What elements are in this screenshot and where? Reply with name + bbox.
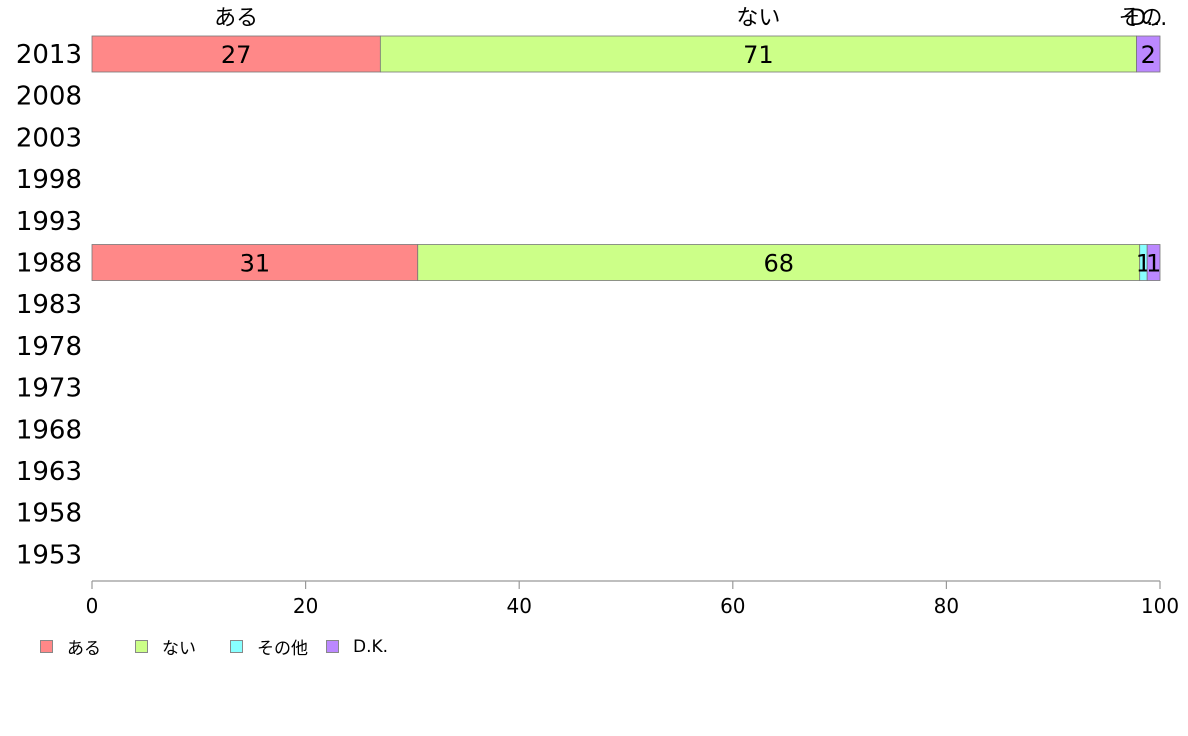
bar-2013-series-1 [379, 35, 1137, 73]
x-tick-label-80: 80 [934, 594, 959, 618]
legend-item-sonota: その他 [230, 634, 308, 659]
bar-value-label-2013-series-1: 71 [743, 41, 774, 69]
legend-label-sonota: その他 [257, 639, 308, 659]
legend-swatch-aru [40, 640, 53, 653]
legend-item-aru: ある [40, 634, 117, 659]
legend-label-dk: D.K. [353, 636, 389, 657]
bar-value-label-1988-series-3: 1 [1146, 250, 1161, 278]
year-label-1968: 1968 [16, 415, 82, 445]
top-label-series-0: ある [214, 6, 258, 31]
year-label-2013: 2013 [16, 40, 82, 70]
top-label-series-2: その [1118, 6, 1162, 31]
legend-swatch-dk [326, 640, 339, 653]
bar-1988-series-3 [1146, 244, 1161, 281]
bar-1988-series-0 [91, 244, 419, 281]
legend-label-nai: ない [162, 639, 196, 659]
top-label-series-1: ない [736, 6, 780, 31]
legend-swatch-sonota [230, 640, 243, 653]
year-label-2003: 2003 [16, 123, 82, 153]
x-tick-label-20: 20 [293, 594, 318, 618]
legend-label-aru: ある [67, 639, 101, 659]
bar-1988-series-1 [417, 244, 1141, 281]
x-tick-label-40: 40 [506, 594, 531, 618]
top-label-series-3: D... [1129, 6, 1167, 31]
year-label-1963: 1963 [16, 457, 82, 487]
bar-value-label-1988-series-0: 31 [240, 250, 271, 278]
year-label-2008: 2008 [16, 82, 82, 112]
year-label-1998: 1998 [16, 165, 82, 195]
year-label-1978: 1978 [16, 332, 82, 362]
year-label-1993: 1993 [16, 207, 82, 237]
year-label-1988: 1988 [16, 249, 82, 279]
year-label-1973: 1973 [16, 374, 82, 404]
x-tick-label-60: 60 [720, 594, 745, 618]
bar-value-label-1988-series-1: 68 [763, 250, 794, 278]
legend-item-dk: D.K. [326, 637, 403, 657]
bar-2013-series-0 [91, 35, 381, 73]
x-tick-label-100: 100 [1141, 594, 1179, 618]
bar-value-label-2013-series-3: 2 [1141, 41, 1156, 69]
year-label-1983: 1983 [16, 290, 82, 320]
bar-2013-series-3 [1136, 35, 1161, 73]
year-label-1958: 1958 [16, 499, 82, 529]
bar-value-label-2013-series-0: 27 [221, 41, 252, 69]
x-tick-label-0: 0 [86, 594, 99, 618]
year-label-1953: 1953 [16, 540, 82, 570]
legend-swatch-nai [135, 640, 148, 653]
legend: ある ない その他 D.K. [40, 634, 421, 659]
legend-item-nai: ない [135, 634, 212, 659]
